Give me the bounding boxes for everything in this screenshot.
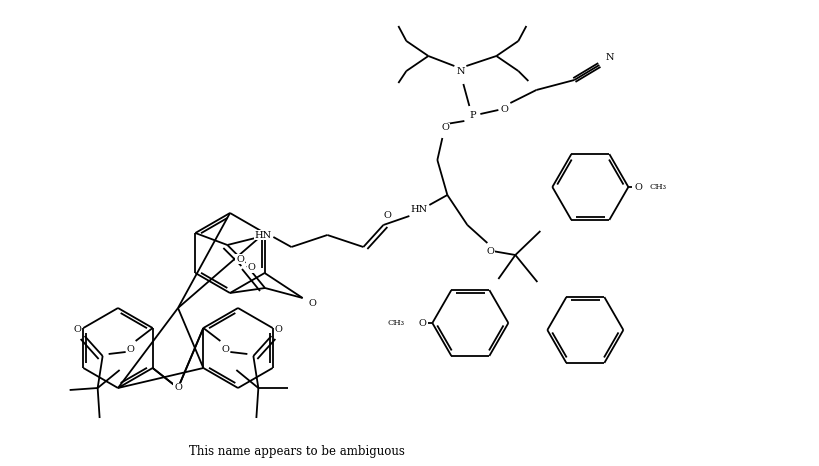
Text: O: O: [74, 324, 82, 334]
Text: O: O: [174, 384, 182, 392]
Text: O: O: [486, 247, 495, 255]
Text: O: O: [127, 345, 134, 355]
Text: HN: HN: [411, 205, 428, 213]
Text: O: O: [383, 211, 391, 219]
Text: O: O: [635, 183, 642, 192]
Text: O: O: [236, 254, 244, 263]
Text: This name appears to be ambiguous: This name appears to be ambiguous: [189, 445, 405, 459]
Text: N: N: [605, 53, 613, 62]
Text: O: O: [309, 299, 317, 308]
Text: O: O: [247, 263, 256, 273]
Text: CH₃: CH₃: [649, 183, 667, 191]
Text: O: O: [500, 105, 509, 115]
Text: O: O: [419, 318, 427, 328]
Text: O: O: [221, 345, 229, 355]
Text: O: O: [274, 324, 283, 334]
Text: N: N: [456, 68, 464, 76]
Text: P: P: [469, 111, 476, 121]
Text: HN: HN: [255, 231, 272, 240]
Text: O: O: [441, 123, 450, 132]
Text: CH₃: CH₃: [387, 319, 405, 327]
